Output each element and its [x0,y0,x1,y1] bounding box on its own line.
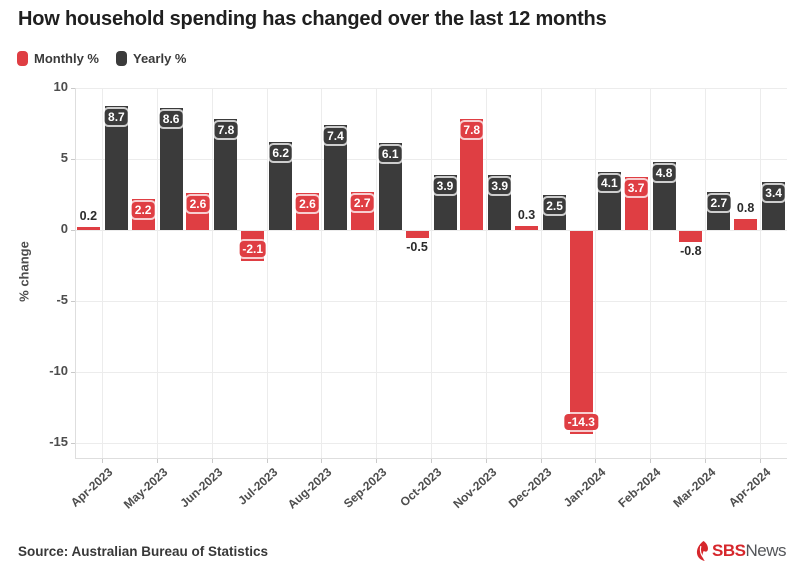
yearly-bar-aug-2023 [323,124,347,230]
yearly-bar-jul-2023 [269,141,293,230]
value-label: 2.6 [186,196,210,213]
yearly-bar-jun-2023 [214,119,238,230]
legend-item-yearly: Yearly % [116,51,187,66]
value-label: -14.3 [564,414,598,431]
y-tick-label: -10 [49,363,68,378]
footer: Source: Australian Bureau of Statistics … [0,540,796,570]
value-label: 3.9 [433,177,457,194]
monthly-bar-nov-2023 [460,119,484,230]
legend: Monthly % Yearly % [17,51,204,66]
y-axis-line [75,88,76,458]
axis-tick [71,301,75,302]
y-tick-label: 5 [60,150,68,165]
y-tick-label: -15 [49,434,68,449]
chart-title: How household spending has changed over … [18,8,607,30]
value-label: 2.7 [707,194,731,211]
legend-item-monthly: Monthly % [17,51,99,66]
value-label: 3.4 [762,184,785,201]
value-label: 3.7 [624,180,648,197]
axis-tick [431,458,432,463]
value-label: 2.5 [543,197,566,214]
value-label: 0.2 [79,209,98,224]
gridline [595,88,597,458]
legend-label-monthly: Monthly % [34,51,99,66]
axis-tick [71,372,75,373]
value-label: -0.8 [680,244,702,259]
gridline [540,88,542,458]
value-label: 7.4 [324,127,347,144]
axis-tick [71,159,75,160]
value-label: 8.6 [159,110,183,127]
axis-tick [376,458,378,463]
value-label: 7.8 [214,122,238,139]
y-tick-label: 0 [60,221,68,236]
x-axis-line [75,458,787,459]
monthly-bar-dec-2023 [515,225,539,230]
axis-tick [71,230,75,231]
gridline [485,88,487,458]
legend-label-yearly: Yearly % [133,51,187,66]
sbs-flame-icon [696,541,708,561]
value-label: 0.3 [517,207,536,222]
axis-tick [266,458,268,463]
source-note: Source: Australian Bureau of Statistics [18,544,269,559]
axis-tick [102,458,104,463]
monthly-bar-apr-2024 [734,218,758,230]
axis-tick [485,458,487,463]
gridline [704,88,706,458]
yearly-bar-apr-2023 [104,106,128,230]
logo-news-text: News [745,541,786,560]
logo-sbs-text: SBS [712,541,746,560]
y-tick-label: 10 [53,79,68,94]
axis-tick [211,458,213,463]
yearly-bar-may-2023 [159,107,183,230]
gridline [650,88,652,458]
axis-tick [157,458,159,463]
y-tick-label: -5 [56,292,68,307]
yearly-bar-sep-2023 [378,143,402,230]
axis-tick [71,443,75,444]
value-label: 8.7 [105,109,128,126]
monthly-bar-oct-2023 [405,231,429,239]
value-label: 4.1 [597,174,621,191]
gridline [266,88,268,458]
axis-tick [650,458,652,463]
monthly-bar-jan-2024 [569,231,593,435]
gridline [211,88,213,458]
gridline [102,88,104,458]
gridline [157,88,159,458]
yearly-swatch-icon [116,51,127,66]
axis-tick [71,88,75,89]
gridline [376,88,378,458]
value-label: 2.2 [131,201,155,218]
value-label: 7.8 [460,122,484,139]
sbs-news-logo: SBS News [695,541,786,561]
axis-tick [321,458,323,463]
value-label: 3.9 [488,177,512,194]
value-label: 2.7 [350,194,374,211]
gridline [759,88,761,458]
axis-tick [759,458,761,463]
value-label: 6.1 [378,146,402,163]
value-label: 6.2 [269,144,293,161]
value-label: 4.8 [652,164,676,181]
axis-tick [540,458,542,463]
gridline [321,88,323,458]
value-label: -2.1 [239,240,267,257]
gridline [431,88,432,458]
axis-tick [704,458,706,463]
value-label: 0.8 [736,200,755,215]
monthly-bar-apr-2023 [76,227,100,230]
value-label: 2.6 [296,196,319,213]
monthly-swatch-icon [17,51,28,66]
axis-tick [595,458,597,463]
monthly-bar-mar-2024 [679,231,703,243]
value-label: -0.5 [406,240,428,255]
